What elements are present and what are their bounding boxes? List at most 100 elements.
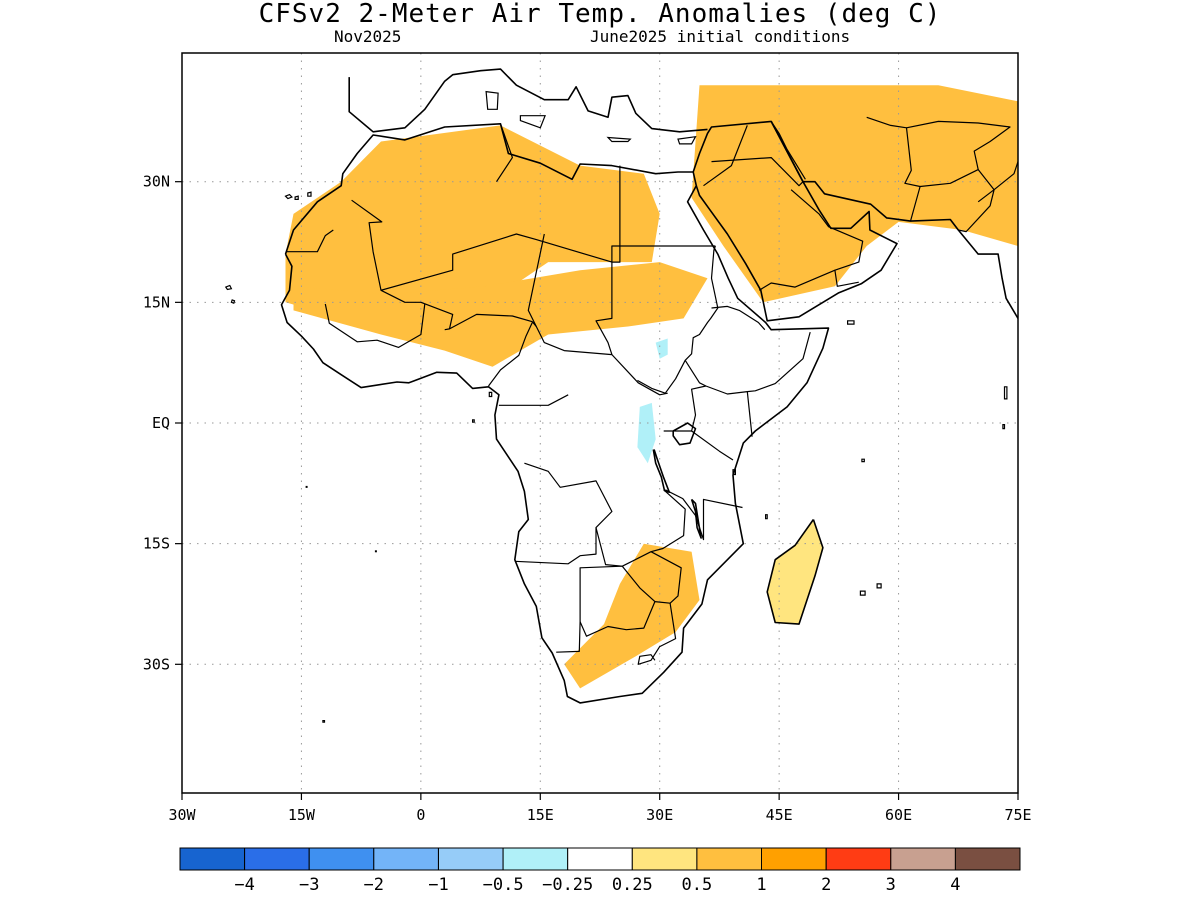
- country-border: [758, 269, 836, 291]
- country-border: [637, 360, 686, 394]
- country-border: [495, 123, 514, 183]
- coastline-europe: [348, 68, 708, 133]
- lon-tick-label: 15W: [288, 806, 316, 824]
- country-border: [746, 391, 753, 437]
- legend-label: 2: [821, 875, 831, 895]
- lon-tick-label: 15E: [527, 806, 554, 824]
- island-outline: [677, 135, 697, 145]
- plot-area: [182, 53, 1018, 793]
- lat-tick-label: 15N: [143, 293, 170, 311]
- country-border: [906, 120, 1011, 188]
- island-outline: [1003, 386, 1008, 400]
- lon-tick-label: 45E: [766, 806, 793, 824]
- legend-label: −4: [234, 875, 254, 895]
- legend-swatch: [502, 847, 569, 871]
- legend-swatch: [954, 847, 1021, 871]
- island-outline: [472, 419, 475, 423]
- country-border: [488, 322, 533, 387]
- legend-label: −3: [299, 875, 319, 895]
- anomaly-region-sahel-warm: [293, 262, 708, 367]
- island-outline: [374, 550, 377, 553]
- country-border: [579, 565, 656, 637]
- legend-swatch: [438, 847, 504, 871]
- legend-label: 4: [950, 875, 960, 895]
- lat-tick-label: 15S: [143, 535, 170, 553]
- color-legend: −4 −3 −2 −1 −0.5 −0.25 0.25 0.5 1 2 3 4: [179, 847, 1021, 895]
- country-border: [324, 303, 426, 348]
- legend-label: 3: [886, 875, 896, 895]
- country-border: [380, 289, 454, 330]
- legend-label: 1: [756, 875, 766, 895]
- country-border: [595, 262, 613, 355]
- lon-tick-label: 30E: [646, 806, 673, 824]
- coastline-asia: [770, 121, 1018, 319]
- country-border: [705, 331, 811, 395]
- coastline-africa: [280, 123, 830, 704]
- island-outline: [485, 90, 499, 110]
- country-border: [595, 489, 686, 567]
- lon-tick-label: 75E: [1004, 806, 1031, 824]
- country-border: [351, 199, 620, 291]
- lon-tick-label: 30W: [168, 806, 196, 824]
- initial-conditions: June2025 initial conditions: [590, 27, 851, 46]
- country-border: [514, 462, 613, 565]
- legend-swatch: [761, 847, 827, 871]
- country-border: [556, 600, 581, 653]
- coastline-lake-tanganyika: [652, 449, 671, 494]
- legend-swatch: [567, 847, 633, 871]
- lon-tick-label: 60E: [885, 806, 912, 824]
- country-border: [690, 385, 734, 461]
- lat-tick-label: 30S: [143, 655, 170, 673]
- anomaly-region-lake-victoria-cool: [637, 402, 656, 464]
- legend-label: 0.25: [612, 875, 653, 895]
- legend-label: −0.25: [542, 875, 593, 895]
- legend-swatch: [373, 847, 439, 871]
- forecast-month: Nov2025: [334, 27, 402, 46]
- legend-label: −2: [364, 875, 384, 895]
- island-outline: [294, 195, 299, 200]
- country-border: [684, 245, 719, 387]
- anomaly-region-southern-africa-warm: [564, 543, 700, 689]
- country-border: [665, 489, 743, 541]
- country-border: [770, 121, 806, 180]
- country-border: [286, 229, 334, 253]
- legend-swatch: [179, 847, 246, 871]
- anomaly-region-sudan-cool: [655, 338, 668, 359]
- legend-swatch: [308, 847, 375, 871]
- country-border: [611, 165, 621, 263]
- island-outline: [876, 583, 882, 589]
- coastline-madagascar: [766, 519, 824, 625]
- country-border: [527, 233, 668, 396]
- country-border: [444, 313, 537, 331]
- island-outline: [732, 469, 737, 476]
- anomaly-region-central-neutral: [508, 374, 660, 488]
- lon-tick-label: 0: [416, 806, 425, 824]
- country-border: [711, 157, 804, 187]
- island-outline: [1002, 424, 1006, 430]
- country-border: [711, 305, 766, 331]
- country-border: [703, 125, 748, 187]
- legend-swatch: [890, 847, 956, 871]
- country-border: [637, 603, 677, 665]
- country-border: [650, 551, 682, 604]
- lat-tick-label: 30N: [143, 173, 170, 191]
- legend-swatch: [696, 847, 763, 871]
- island-outline: [305, 485, 308, 488]
- island-outline: [764, 514, 768, 520]
- legend-swatch: [631, 847, 698, 871]
- anomaly-shading: [285, 85, 1018, 689]
- axes: 30W 15W 0 15E 30E 45E 60E 75E 30N 15N EQ 15S 30S: [143, 173, 1032, 824]
- island-outline: [861, 458, 865, 463]
- country-border: [790, 189, 864, 287]
- coastline-arabia: [692, 120, 898, 322]
- country-border: [579, 565, 623, 600]
- country-border: [958, 169, 995, 233]
- legend-swatch: [244, 847, 310, 871]
- island-outline: [230, 299, 236, 304]
- island-outline: [859, 590, 866, 596]
- island-outline: [519, 115, 546, 129]
- island-outline: [322, 719, 326, 723]
- anomaly-region-north-africa-warm: [285, 125, 660, 319]
- anomaly-region-madagascar-warm: [767, 519, 823, 625]
